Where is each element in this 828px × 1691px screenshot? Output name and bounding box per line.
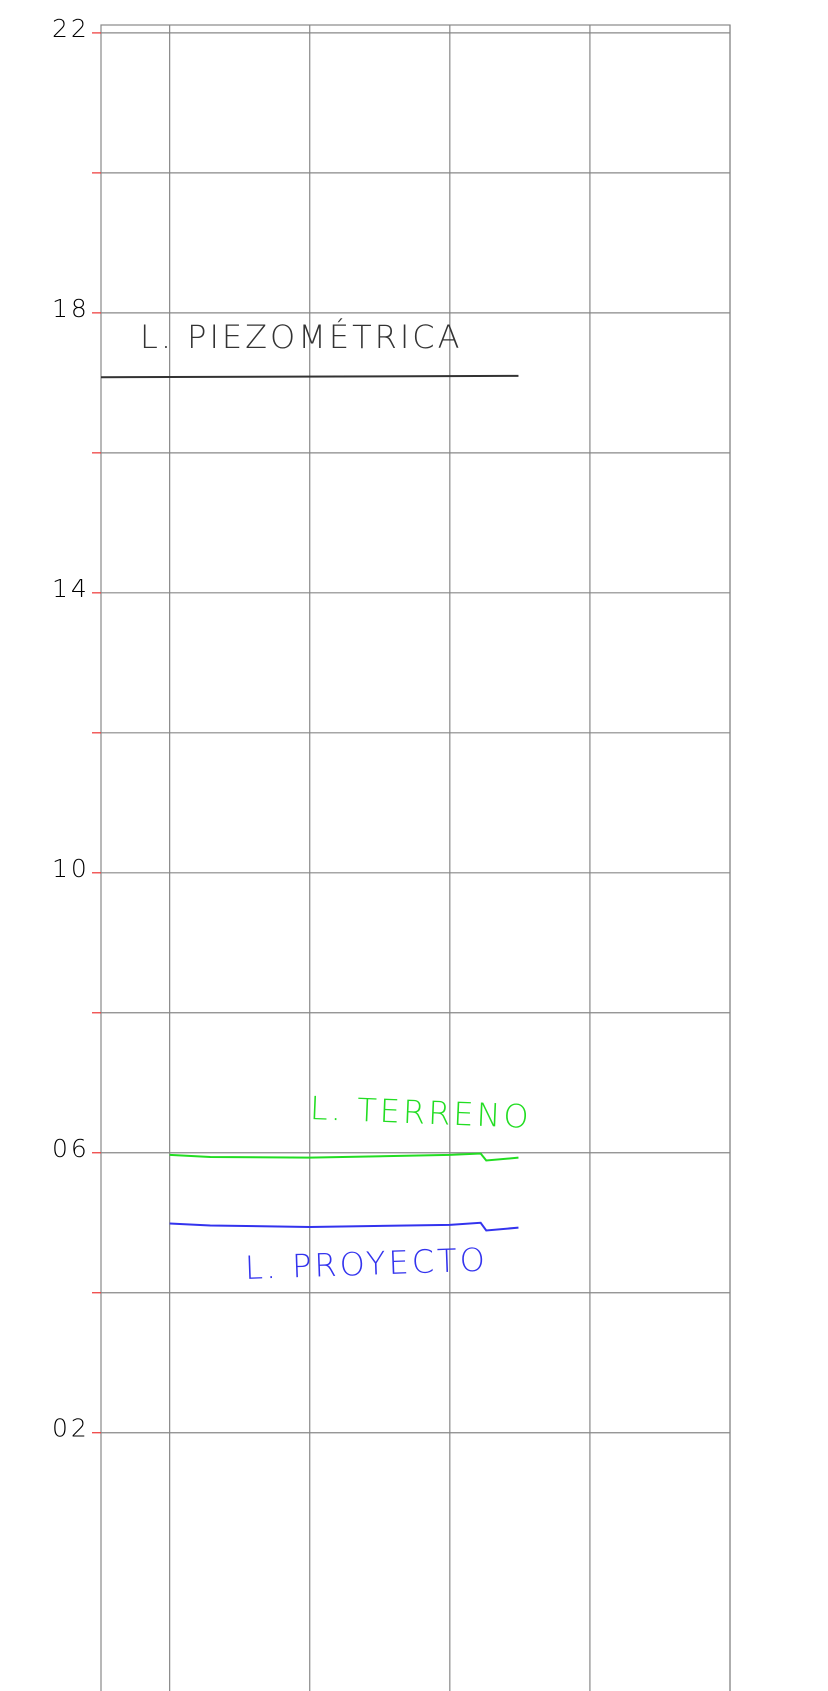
series-line [169,1221,519,1232]
y-tick-label: 02 [52,1414,90,1443]
plot-frame [100,24,731,1691]
series-line [100,374,519,379]
y-tick-label: 10 [52,854,90,883]
series-label: L. TERRENO [309,1089,532,1136]
y-tick-label: 06 [52,1134,90,1163]
y-tick-label: 14 [52,574,90,603]
y-tick-label: 18 [52,294,90,323]
series-line [169,1152,519,1162]
series-label: L. PROYECTO [244,1241,488,1287]
y-tick-label: 22 [52,14,90,43]
series-label: L. PIEZOMÉTRICA [140,318,463,356]
